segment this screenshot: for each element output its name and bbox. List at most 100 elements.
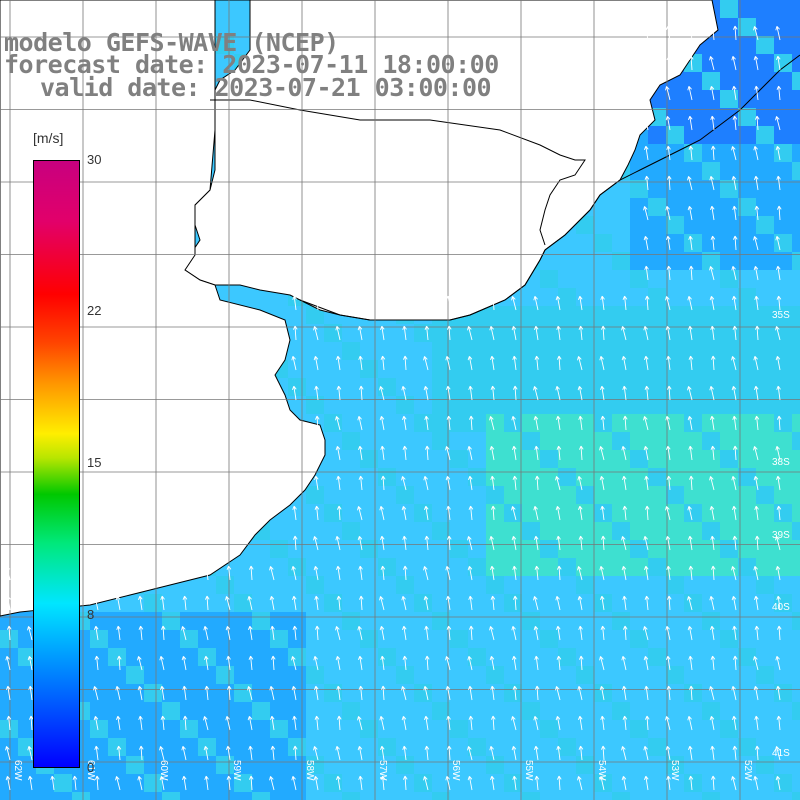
sea-cell xyxy=(738,666,756,684)
sea-cell xyxy=(234,648,252,666)
lon-label: 52W xyxy=(742,760,753,781)
sea-cell xyxy=(486,720,504,738)
sea-cell xyxy=(252,612,270,630)
sea-cell xyxy=(414,360,432,378)
sea-cell xyxy=(684,342,702,360)
wind-arrow xyxy=(203,625,209,641)
sea-cell xyxy=(414,540,432,558)
sea-cell xyxy=(306,774,324,792)
wind-arrow xyxy=(357,716,363,731)
sea-cell xyxy=(738,108,756,126)
lon-label: 54W xyxy=(596,760,607,781)
sea-cell xyxy=(666,756,684,774)
sea-cell xyxy=(630,468,648,486)
sea-cell xyxy=(684,414,702,432)
sea-cell xyxy=(270,684,288,702)
sea-cell xyxy=(774,792,792,800)
wind-arrow xyxy=(115,566,121,581)
sea-cell xyxy=(342,504,360,522)
wind-arrow xyxy=(423,295,429,311)
wind-arrow xyxy=(314,295,320,311)
sea-cell xyxy=(324,774,342,792)
sea-cell xyxy=(342,486,360,504)
wind-arrow xyxy=(182,685,187,701)
sea-cell xyxy=(648,216,666,234)
wind-arrow xyxy=(203,655,209,671)
wind-arrow xyxy=(534,565,540,581)
sea-cell xyxy=(522,342,540,360)
sea-cell xyxy=(666,252,684,270)
sea-cell xyxy=(738,504,756,522)
wind-arrow xyxy=(753,236,759,251)
wind-arrow xyxy=(555,476,561,491)
sea-cell xyxy=(666,306,684,324)
sea-cell xyxy=(792,630,800,648)
wind-arrow xyxy=(709,595,715,611)
sea-cell xyxy=(702,738,720,756)
sea-cell xyxy=(648,306,666,324)
sea-cell xyxy=(612,360,630,378)
sea-cell xyxy=(270,666,288,684)
wind-arrow xyxy=(533,295,539,311)
wind-arrow xyxy=(424,655,430,671)
wind-arrow xyxy=(555,595,561,611)
sea-cell xyxy=(396,720,414,738)
sea-cell xyxy=(594,378,612,396)
sea-cell xyxy=(90,756,108,774)
sea-cell xyxy=(774,378,792,396)
wind-arrow xyxy=(424,625,429,641)
sea-cell xyxy=(180,666,198,684)
sea-cell xyxy=(594,756,612,774)
sea-cell xyxy=(0,792,18,800)
sea-cell xyxy=(756,756,774,774)
wind-arrow xyxy=(687,505,693,521)
sea-cell xyxy=(738,54,756,72)
sea-cell xyxy=(702,504,720,522)
sea-cell xyxy=(684,450,702,468)
wind-arrow xyxy=(731,146,737,161)
sea-cell xyxy=(612,216,630,234)
wind-arrow xyxy=(314,595,319,611)
wind-arrow xyxy=(225,715,231,731)
wind-arrow xyxy=(753,355,759,371)
sea-cell xyxy=(792,774,800,792)
wind-arrow xyxy=(753,175,759,191)
wind-arrow xyxy=(5,566,11,581)
wind-arrow xyxy=(291,775,297,791)
sea-cell xyxy=(468,342,486,360)
wind-arrow xyxy=(556,565,562,581)
sea-cell xyxy=(324,702,342,720)
sea-cell xyxy=(630,306,648,324)
wind-arrow xyxy=(621,566,627,581)
wind-arrow xyxy=(424,445,430,461)
sea-cell xyxy=(756,180,774,198)
sea-cell xyxy=(702,540,720,558)
wind-arrow xyxy=(665,116,671,131)
wind-arrow xyxy=(599,385,605,401)
sea-cell xyxy=(666,342,684,360)
wind-arrow xyxy=(138,715,143,731)
wind-arrow xyxy=(291,595,297,611)
sea-cell xyxy=(378,702,396,720)
sea-cell xyxy=(342,378,360,396)
sea-cell xyxy=(180,630,198,648)
sea-cell xyxy=(648,540,666,558)
wind-arrow xyxy=(534,775,540,791)
wind-arrow xyxy=(511,655,517,671)
sea-cell xyxy=(360,378,378,396)
sea-cell xyxy=(738,774,756,792)
sea-cell xyxy=(666,738,684,756)
wind-arrow xyxy=(687,295,693,311)
wind-arrow xyxy=(225,596,231,611)
sea-cell xyxy=(522,324,540,342)
sea-cell xyxy=(630,720,648,738)
sea-cell xyxy=(720,378,738,396)
sea-cell xyxy=(450,324,468,342)
sea-cell xyxy=(162,684,180,702)
sea-cell xyxy=(576,720,594,738)
sea-cell xyxy=(576,342,594,360)
sea-cell xyxy=(540,738,558,756)
sea-cell xyxy=(288,378,306,396)
sea-cell xyxy=(612,612,630,630)
